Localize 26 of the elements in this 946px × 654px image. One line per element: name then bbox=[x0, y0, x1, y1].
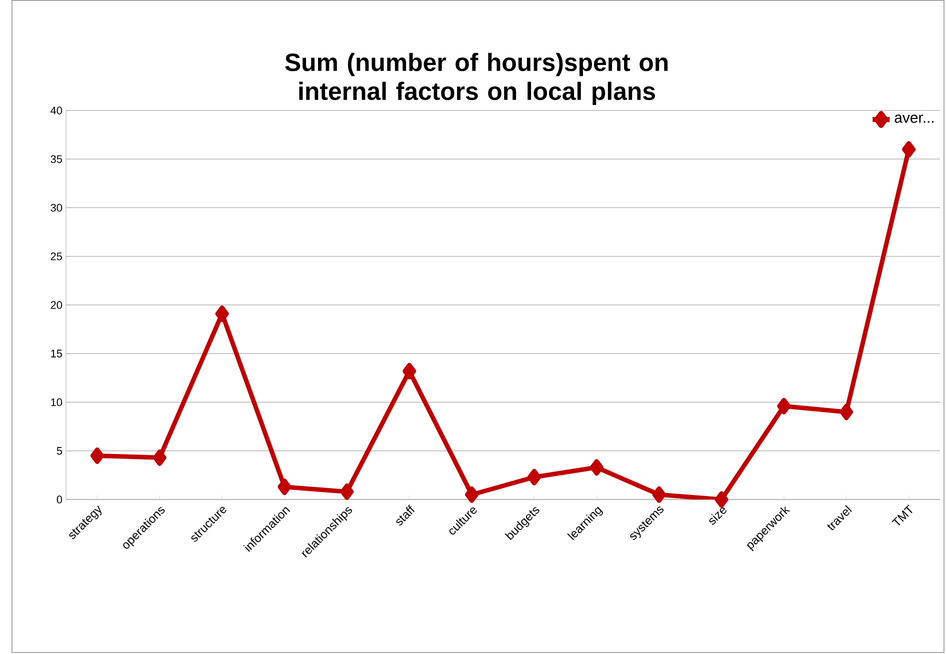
point bbox=[777, 398, 791, 414]
point bbox=[527, 468, 541, 486]
point bbox=[152, 449, 166, 466]
y-tick-label: 15 bbox=[51, 350, 62, 358]
point bbox=[652, 486, 666, 503]
point bbox=[278, 478, 292, 495]
y-tick-label: 5 bbox=[56, 446, 62, 454]
y-tick-label: 25 bbox=[50, 252, 62, 260]
legend-label: aver... bbox=[894, 114, 934, 123]
x-tick-label: size bbox=[709, 507, 726, 524]
point bbox=[402, 362, 416, 380]
point bbox=[590, 458, 604, 476]
point bbox=[714, 491, 728, 508]
y-tick-label: 40 bbox=[50, 106, 62, 114]
y-tick-label: 10 bbox=[51, 398, 62, 406]
point bbox=[340, 483, 354, 500]
y-tick-label: 35 bbox=[50, 155, 62, 163]
point bbox=[902, 140, 916, 158]
point bbox=[215, 305, 229, 322]
point bbox=[465, 486, 479, 503]
point bbox=[840, 403, 854, 420]
y-tick-label: 20 bbox=[50, 300, 62, 309]
chart-title: Sum (number of hours)spent on internal factors on local plans bbox=[285, 52, 668, 105]
point bbox=[90, 447, 104, 464]
y-tick-label: 30 bbox=[50, 204, 62, 212]
y-tick-label: 0 bbox=[56, 495, 62, 504]
